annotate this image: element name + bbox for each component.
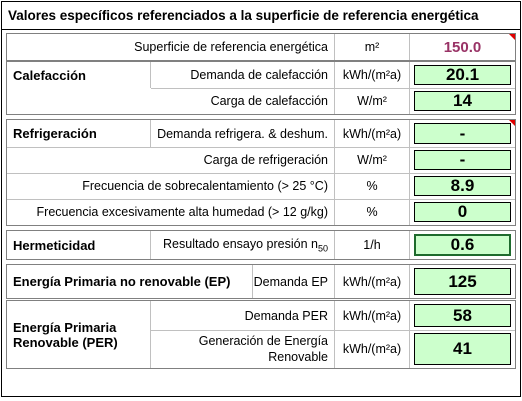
value-cell: 125 — [410, 265, 515, 298]
row-divider — [7, 199, 515, 200]
unit: kWh/(m²a) — [335, 62, 410, 88]
unit: 1/h — [335, 231, 410, 259]
value-cell: 58 — [410, 301, 515, 330]
unit: W/m² — [335, 147, 410, 173]
section-title: Hermeticidad — [7, 231, 151, 259]
unit: m² — [335, 34, 410, 60]
value-cell: 0.6 — [410, 231, 515, 259]
row-label: Demanda refrigera. & deshum. — [151, 120, 335, 147]
sheet-title: Valores específicos referenciados a la s… — [2, 2, 520, 30]
row-divider — [151, 330, 515, 331]
value: 150.0 — [414, 37, 511, 57]
section-title: Energía Primaria Renovable (PER) — [7, 301, 151, 368]
label-text: Demanda PER — [244, 308, 328, 323]
unit: % — [335, 173, 410, 199]
value: 125 — [414, 268, 511, 295]
row-label: Carga de refrigeración — [151, 147, 335, 173]
unit: W/m² — [335, 88, 410, 114]
row-label: Resultado ensayo presión n50 — [151, 231, 335, 259]
row-label: Demanda EP — [253, 265, 335, 298]
section-title: Refrigeración — [7, 120, 151, 147]
value: - — [414, 150, 511, 170]
label-text: Demanda EP — [253, 274, 328, 289]
section: Energía Primaria no renovable (EP) Demand… — [6, 264, 516, 299]
label-text: Superficie de referencia energética — [134, 40, 328, 54]
value-cell: 14 — [410, 88, 515, 114]
label-text: Resultado ensayo presión n50 — [163, 236, 328, 254]
unit: % — [335, 199, 410, 225]
row-divider — [151, 88, 515, 89]
label-subscript: 50 — [317, 243, 328, 254]
label-text: Frecuencia de sobrecalentamiento (> 25 °… — [82, 179, 328, 193]
section: Hermeticidad Resultado ensayo presión n50… — [6, 230, 516, 260]
label-text: Carga de calefacción — [210, 94, 328, 108]
row-label: Superficie de referencia energética — [7, 34, 335, 60]
value-cell: 8.9 — [410, 173, 515, 199]
label-text: Demanda refrigera. & deshum. — [157, 126, 328, 141]
unit: kWh/(m²a) — [335, 120, 410, 147]
comment-indicator — [509, 34, 515, 40]
row-label: Generación de Energía Renovable — [151, 330, 335, 368]
unit: kWh/(m²a) — [335, 301, 410, 330]
row-label: Demanda PER — [151, 301, 335, 330]
section: Energía Primaria Renovable (PER) Demanda … — [6, 300, 516, 369]
label-text: Carga de refrigeración — [203, 153, 328, 167]
label-text: Demanda de calefacción — [190, 68, 328, 82]
value: 14 — [414, 91, 511, 111]
comment-indicator — [509, 120, 515, 126]
section: Refrigeración Demanda refrigera. & deshum… — [6, 119, 516, 226]
row-label: Carga de calefacción — [151, 88, 335, 114]
section-title: Calefacción — [7, 62, 151, 88]
row-label: Frecuencia excesivamente alta humedad (>… — [7, 199, 335, 225]
value-cell: - — [410, 147, 515, 173]
row-divider — [7, 173, 515, 174]
value-cell: - — [410, 120, 515, 147]
value: 0.6 — [414, 234, 511, 256]
value-cell: 0 — [410, 199, 515, 225]
value: 20.1 — [414, 65, 511, 85]
value-cell: 41 — [410, 330, 515, 368]
section: Superficie de referencia energética m² 150… — [6, 33, 516, 61]
value-cell: 150.0 — [410, 34, 515, 60]
value: 8.9 — [414, 176, 511, 196]
value-cell: 20.1 — [410, 62, 515, 88]
label-text: Frecuencia excesivamente alta humedad (>… — [36, 205, 328, 219]
value: - — [414, 123, 511, 144]
unit: kWh/(m²a) — [335, 265, 410, 298]
value: 41 — [414, 333, 511, 365]
value: 58 — [414, 304, 511, 327]
section: Calefacción Demanda de calefacción kWh/(m²… — [6, 61, 516, 115]
label-text: Generación de Energía Renovable — [198, 334, 328, 364]
row-label: Frecuencia de sobrecalentamiento (> 25 °… — [7, 173, 335, 199]
row-divider — [7, 147, 515, 148]
value: 0 — [414, 202, 511, 222]
section-title: Energía Primaria no renovable (EP) — [7, 265, 253, 298]
unit: kWh/(m²a) — [335, 330, 410, 368]
row-label: Demanda de calefacción — [151, 62, 335, 88]
